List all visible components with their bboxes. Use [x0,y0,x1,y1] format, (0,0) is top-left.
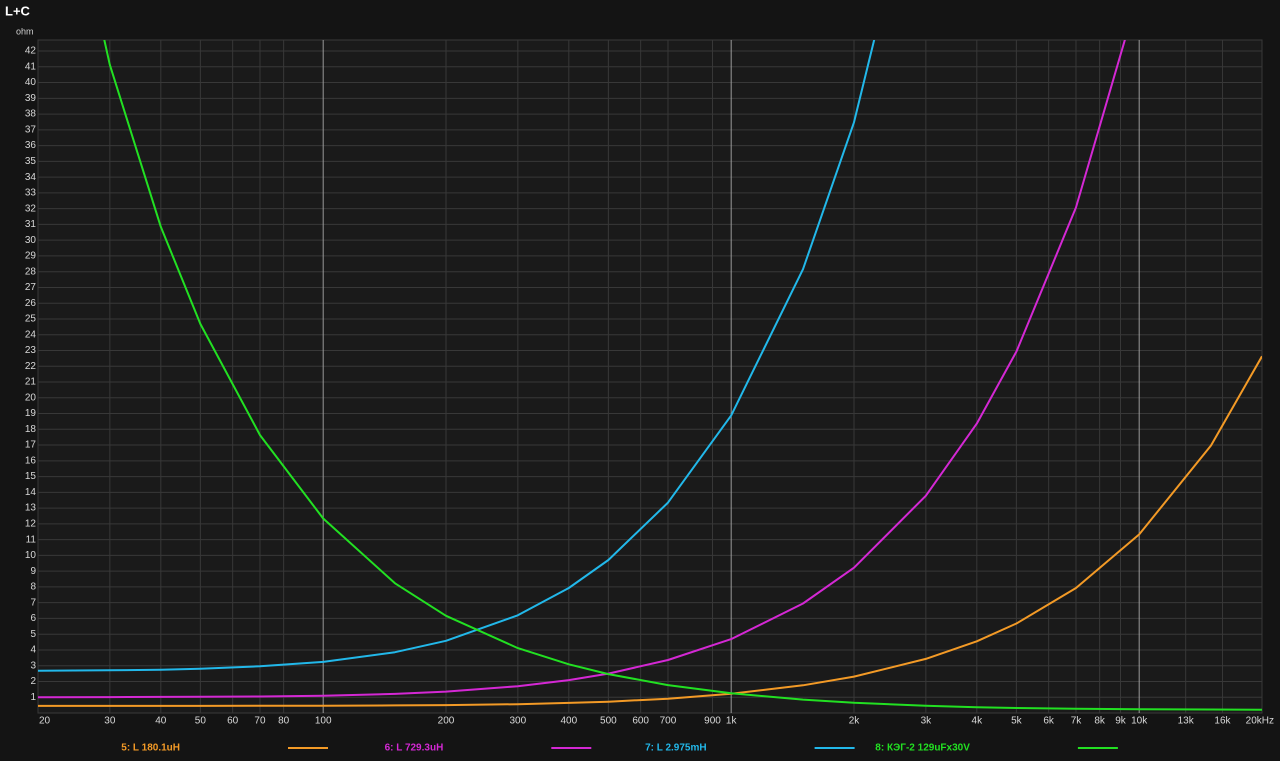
y-tick-label: 12 [25,519,37,530]
y-tick-label: 25 [25,314,37,325]
y-tick-label: 18 [25,424,37,435]
y-tick-label: 14 [25,487,37,498]
series-group [38,40,1262,711]
y-tick-label: 2 [30,676,36,687]
y-tick-label: 26 [25,298,37,309]
x-tick-label: 300 [510,716,527,727]
y-tick-label: 23 [25,345,37,356]
x-tick-label: 20 [39,716,51,727]
y-tick-label: 6 [30,613,36,624]
series-line [38,40,1126,699]
x-tick-label: 7k [1071,716,1083,727]
y-tick-label: 9 [30,566,36,577]
x-tick-label: 20kHz [1246,716,1274,727]
y-tick-label: 42 [25,46,37,57]
x-tick-label: 9k [1115,716,1127,727]
x-tick-label: 16k [1214,716,1231,727]
legend-label: 6: L 729.3uH [385,743,444,754]
y-tick-label: 3 [30,660,36,671]
x-tick-label: 400 [560,716,577,727]
y-tick-label: 19 [25,408,37,419]
y-axis-label: ohm [16,26,34,36]
y-tick-label: 10 [25,550,37,561]
y-tick-label: 24 [25,329,37,340]
x-tick-label: 900 [704,716,721,727]
legend-label: 7: L 2.975mH [645,743,707,754]
y-tick-label: 40 [25,77,37,88]
x-tick-label: 70 [254,716,266,727]
x-tick-label: 13k [1178,716,1195,727]
y-tick-label: 31 [25,219,37,230]
y-tick-label: 32 [25,203,37,214]
y-tick-label: 41 [25,61,37,72]
x-tick-label: 100 [315,716,332,727]
y-tick-label: 22 [25,361,37,372]
x-tick-label: 600 [632,716,649,727]
y-tick-label: 16 [25,455,37,466]
x-tick-label: 3k [921,716,933,727]
x-tick-label: 8k [1094,716,1106,727]
x-tick-label: 5k [1011,716,1023,727]
x-tick-label: 4k [972,716,984,727]
x-tick-label: 40 [155,716,167,727]
x-tick-label: 6k [1043,716,1055,727]
y-tick-label: 35 [25,156,37,167]
y-tick-label: 37 [25,124,37,135]
legend-label: 5: L 180.1uH [121,743,180,754]
y-tick-label: 33 [25,188,37,199]
y-tick-label: 7 [30,597,36,608]
y-tick-label: 8 [30,582,36,593]
y-tick-label: 20 [25,392,37,403]
x-tick-label: 500 [600,716,617,727]
y-tick-label: 39 [25,93,37,104]
y-tick-label: 17 [25,440,37,451]
y-tick-label: 29 [25,251,37,262]
y-tick-label: 27 [25,282,37,293]
y-tick-label: 11 [26,534,37,545]
y-tick-label: 15 [25,471,37,482]
series-line [38,355,1262,707]
chart-title: L+C [5,3,31,18]
y-tick-label: 1 [30,692,36,703]
y-tick-label: 5 [30,629,36,640]
x-tick-label: 200 [438,716,455,727]
y-tick-label: 36 [25,140,37,151]
y-tick-label: 21 [25,377,37,388]
y-tick-label: 13 [25,503,37,514]
y-tick-label: 38 [25,109,37,120]
y-tick-label: 4 [30,645,36,656]
legend-label: 8: КЭГ-2 129uFx30V [875,743,970,754]
x-tick-label: 60 [227,716,239,727]
y-tick-label: 28 [25,266,37,277]
x-tick-label: 80 [278,716,290,727]
series-line [38,40,876,672]
x-tick-label: 10k [1131,716,1148,727]
y-tick-label: 30 [25,235,37,246]
x-tick-label: 1k [726,716,738,727]
x-tick-label: 2k [849,716,861,727]
x-tick-label: 30 [104,716,116,727]
series-line [103,40,1262,711]
y-tick-label: 34 [25,172,37,183]
plot-area [37,39,1263,714]
x-tick-label: 50 [195,716,207,727]
x-tick-label: 700 [660,716,677,727]
